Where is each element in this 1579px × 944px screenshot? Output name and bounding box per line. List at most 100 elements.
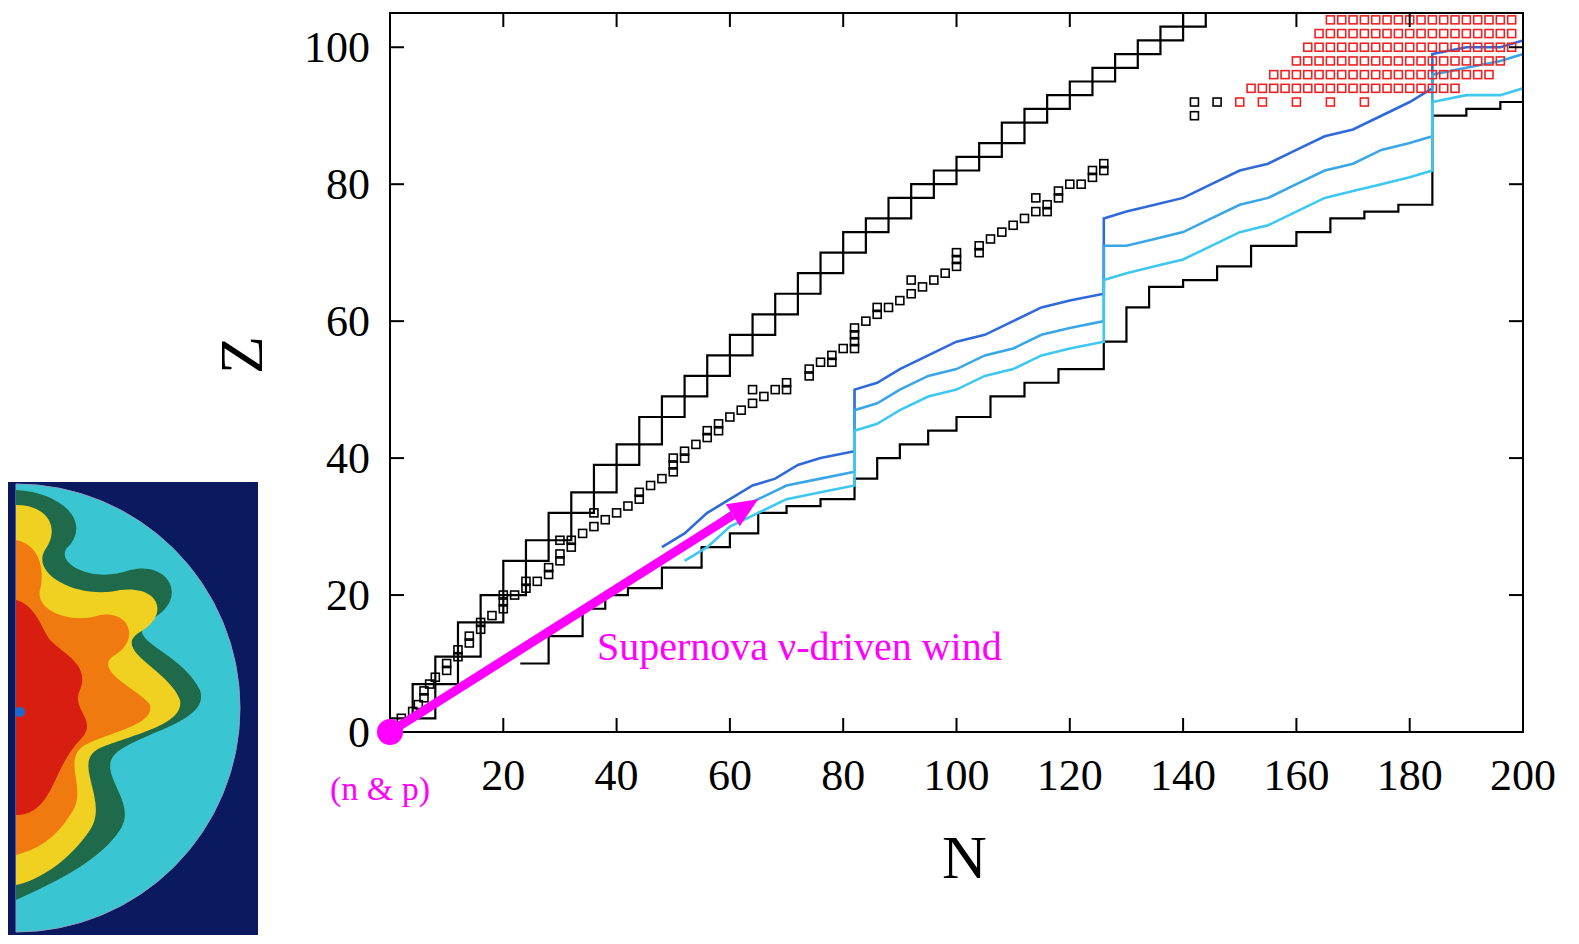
point: [443, 660, 451, 668]
point: [1032, 194, 1040, 202]
x-tick-label: 40: [595, 751, 639, 800]
point: [1417, 84, 1425, 92]
point: [1360, 30, 1368, 38]
point: [1315, 43, 1323, 51]
point: [1474, 71, 1482, 79]
x-tick: [1182, 13, 1184, 27]
point: [658, 475, 666, 483]
plot-frame: [390, 13, 1523, 732]
x-tick: [616, 718, 618, 732]
point: [1338, 30, 1346, 38]
y-tick: [1509, 46, 1523, 48]
point: [703, 427, 711, 435]
point: [1304, 43, 1312, 51]
point: [1349, 30, 1357, 38]
y-tick-label: 80: [326, 160, 370, 209]
y-tick: [390, 46, 404, 48]
point: [1190, 98, 1198, 106]
annotation: (n & p): [330, 770, 430, 808]
x-tick: [1069, 13, 1071, 27]
point: [749, 399, 757, 407]
point: [1406, 43, 1414, 51]
point: [692, 440, 700, 448]
point: [1349, 57, 1357, 65]
point: [1406, 71, 1414, 79]
point: [1383, 43, 1391, 51]
point: [1440, 71, 1448, 79]
point: [1383, 30, 1391, 38]
point: [1304, 84, 1312, 92]
point: [1349, 16, 1357, 24]
y-tick: [390, 183, 404, 185]
point: [1236, 98, 1244, 106]
point: [1417, 71, 1425, 79]
inset-core: [15, 707, 25, 717]
point: [1054, 187, 1062, 195]
y-tick-label: 100: [304, 23, 370, 72]
point: [1462, 16, 1470, 24]
point: [1326, 43, 1334, 51]
y-tick: [1509, 320, 1523, 322]
point: [681, 447, 689, 455]
point: [1326, 57, 1334, 65]
point: [1360, 57, 1368, 65]
x-tick: [1182, 718, 1184, 732]
point: [1372, 57, 1380, 65]
y-tick: [1509, 594, 1523, 596]
point: [1406, 30, 1414, 38]
point: [1451, 57, 1459, 65]
y-tick: [390, 594, 404, 596]
series-line: [413, 13, 1206, 718]
point: [873, 303, 881, 311]
point: [1326, 71, 1334, 79]
point: [1326, 84, 1334, 92]
point: [1440, 57, 1448, 65]
point: [715, 420, 723, 428]
y-tick-label: 60: [326, 297, 370, 346]
point: [1315, 84, 1323, 92]
point: [1009, 221, 1017, 229]
x-tick: [729, 718, 731, 732]
point: [1258, 98, 1266, 106]
series-line: [685, 88, 1523, 560]
point: [1383, 71, 1391, 79]
point: [1394, 30, 1402, 38]
x-tick: [1522, 718, 1524, 732]
point: [624, 502, 632, 510]
point: [1349, 43, 1357, 51]
y-tick-label: 20: [326, 571, 370, 620]
point: [1020, 214, 1028, 222]
point: [907, 290, 915, 298]
point: [771, 386, 779, 394]
point: [1372, 84, 1380, 92]
point: [1394, 57, 1402, 65]
point: [975, 242, 983, 250]
point: [1406, 57, 1414, 65]
point: [511, 591, 519, 599]
point: [1360, 16, 1368, 24]
point: [749, 386, 757, 394]
point: [1258, 84, 1266, 92]
point: [1508, 16, 1516, 24]
series-line: [673, 54, 1523, 554]
point: [1485, 30, 1493, 38]
point: [1190, 112, 1198, 120]
x-tick: [842, 718, 844, 732]
series-line: [390, 13, 1183, 718]
series-line: [520, 95, 1523, 663]
x-tick-label: 20: [481, 751, 525, 800]
point: [1428, 57, 1436, 65]
y-tick: [1509, 457, 1523, 459]
ticks: 20406080100120140160180200020406080100: [304, 13, 1556, 800]
point: [1496, 43, 1504, 51]
inset-shock: [16, 484, 240, 932]
point: [737, 406, 745, 414]
point: [1383, 84, 1391, 92]
point: [1326, 98, 1334, 106]
point: [1428, 30, 1436, 38]
point: [1383, 57, 1391, 65]
x-tick-label: 160: [1263, 751, 1329, 800]
point: [669, 454, 677, 462]
inset-blob: [16, 540, 150, 855]
supernova-inset: [8, 482, 258, 935]
